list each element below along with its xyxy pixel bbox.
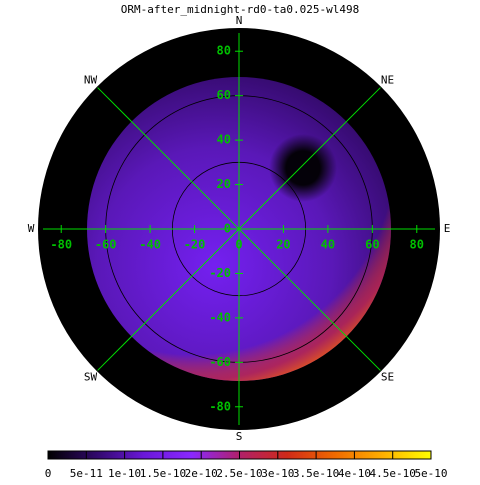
direction-label: E: [444, 222, 451, 235]
direction-label: S: [236, 430, 243, 443]
direction-line: [97, 228, 240, 371]
colorbar-tick-label: 5e-10: [414, 467, 447, 480]
x-tick-label: -80: [50, 238, 72, 252]
x-tick-label: 0: [235, 238, 242, 252]
x-tick-label: -20: [184, 238, 206, 252]
colorbar-tick-label: 5e-11: [70, 467, 103, 480]
direction-line: [238, 228, 381, 371]
y-tick-label: 80: [217, 44, 231, 58]
grid: [43, 33, 435, 425]
colorbar-tick-label: 4.5e-10: [370, 467, 416, 480]
direction-line: [238, 87, 381, 230]
direction-label: SW: [84, 370, 98, 383]
colorbar-tick-label: 0: [45, 467, 52, 480]
y-tick-label: 0: [224, 222, 231, 236]
x-tick-label: 80: [410, 238, 424, 252]
y-tick-label: -80: [209, 399, 231, 413]
direction-line: [97, 87, 240, 230]
colorbar-tick-label: 4e-10: [338, 467, 371, 480]
direction-label: N: [236, 14, 243, 27]
direction-label: SE: [381, 370, 394, 383]
direction-label: NW: [84, 74, 98, 87]
direction-label: W: [28, 222, 35, 235]
colorbar-tick-label: 3e-10: [261, 467, 294, 480]
y-tick-label: 60: [217, 88, 231, 102]
x-tick-label: -40: [139, 238, 161, 252]
colorbar-tick-label: 1e-10: [108, 467, 141, 480]
colorbar-tick-label: 3.5e-10: [293, 467, 339, 480]
x-tick-label: 40: [321, 238, 335, 252]
y-tick-label: 20: [217, 177, 231, 191]
x-tick-label: -60: [95, 238, 117, 252]
dark-spot: [269, 134, 337, 202]
direction-label: NE: [381, 74, 394, 87]
y-tick-label: -20: [209, 266, 231, 280]
y-tick-label: 40: [217, 133, 231, 147]
y-tick-label: -40: [209, 310, 231, 324]
x-tick-label: 60: [365, 238, 379, 252]
colorbar-tick-label: 1.5e-10: [140, 467, 186, 480]
y-tick-label: -60: [209, 355, 231, 369]
colorbar-tick-label: 2e-10: [185, 467, 218, 480]
x-tick-label: 20: [276, 238, 290, 252]
colorbar-tick-label: 2.5e-10: [216, 467, 262, 480]
chart-title: ORM-after_midnight-rd0-ta0.025-wl498: [121, 3, 359, 16]
